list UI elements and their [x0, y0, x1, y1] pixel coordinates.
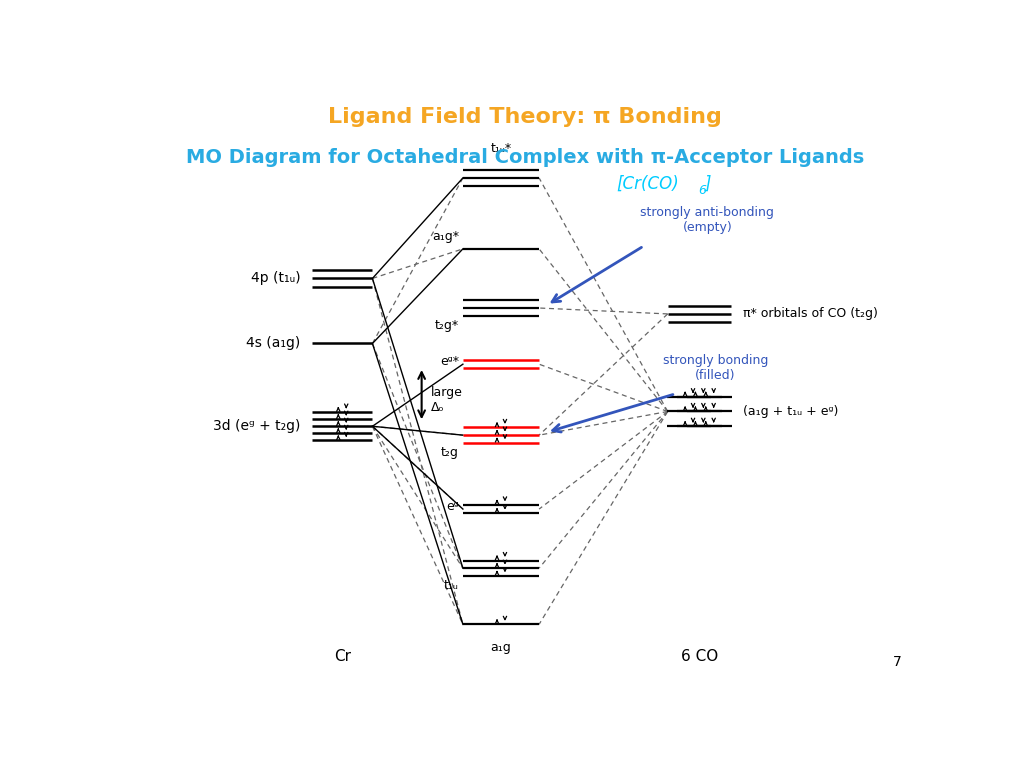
Text: a₁g: a₁g: [490, 641, 511, 654]
Text: Ligand Field Theory: π Bonding: Ligand Field Theory: π Bonding: [328, 107, 722, 127]
Text: 7: 7: [893, 655, 902, 669]
Text: Cr: Cr: [334, 650, 351, 664]
Text: eᵍ*: eᵍ*: [440, 355, 459, 368]
Text: 3d (eᵍ + t₂g): 3d (eᵍ + t₂g): [213, 419, 300, 433]
Text: MO Diagram for Octahedral Complex with π-Acceptor Ligands: MO Diagram for Octahedral Complex with π…: [185, 148, 864, 167]
Text: 4s (a₁g): 4s (a₁g): [246, 336, 300, 350]
Text: eᵍ: eᵍ: [446, 500, 459, 512]
Text: t₁ᵤ*: t₁ᵤ*: [490, 142, 512, 155]
Text: large
Δₒ: large Δₒ: [431, 386, 463, 414]
Text: strongly bonding
(filled): strongly bonding (filled): [663, 354, 768, 382]
Text: ]: ]: [705, 175, 711, 193]
Text: [Cr(CO): [Cr(CO): [616, 175, 679, 193]
Text: 6: 6: [697, 184, 706, 197]
Text: strongly anti-bonding
(empty): strongly anti-bonding (empty): [640, 206, 774, 234]
Text: t₂g*: t₂g*: [435, 319, 459, 332]
Text: t₁ᵤ: t₁ᵤ: [444, 579, 459, 592]
Text: t₂g: t₂g: [441, 445, 459, 458]
Text: (a₁g + t₁ᵤ + eᵍ): (a₁g + t₁ᵤ + eᵍ): [743, 405, 839, 418]
Text: 6 CO: 6 CO: [681, 650, 718, 664]
Text: π* orbitals of CO (t₂g): π* orbitals of CO (t₂g): [743, 307, 878, 320]
Text: 4p (t₁ᵤ): 4p (t₁ᵤ): [251, 271, 300, 286]
Text: a₁g*: a₁g*: [432, 230, 459, 243]
